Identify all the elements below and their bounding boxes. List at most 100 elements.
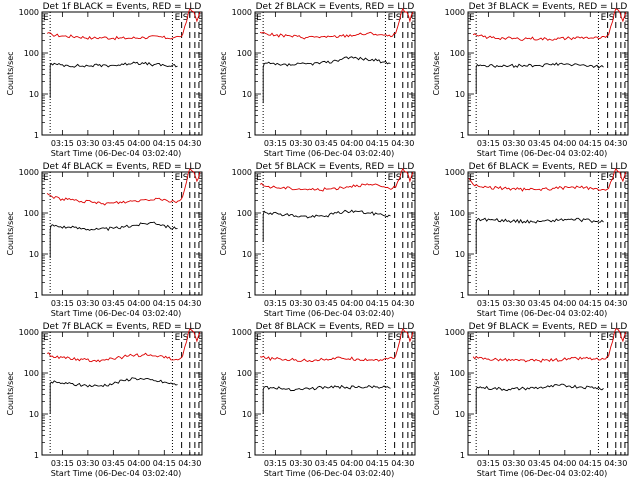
detector-panel-2: Det 2f BLACK = Events, RED = LLD 1 10 100 10… <box>219 2 416 158</box>
marker-e: E <box>175 173 181 183</box>
marker-s: S <box>183 173 189 183</box>
x-axis-label: Start Time (06-Dec-04 03:02:40) <box>477 149 608 158</box>
x-axis-label: Start Time (06-Dec-04 03:02:40) <box>264 469 395 478</box>
x-tick-label: 03:30 <box>289 459 312 468</box>
x-tick-label: 04:15 <box>579 459 602 468</box>
marker-s: S <box>609 173 615 183</box>
series-events-black <box>262 209 391 242</box>
marker-s: S <box>609 13 615 23</box>
y-axis-label: Counts/sec <box>6 371 15 415</box>
x-tick-label: 04:30 <box>178 459 201 468</box>
marker-e-left: E <box>43 13 49 23</box>
x-tick-label: 04:30 <box>604 299 627 308</box>
panel-title: Det 8f BLACK = Events, RED = LLD <box>256 322 415 332</box>
x-tick-label: 03:45 <box>315 459 338 468</box>
x-tick-label: 03:15 <box>51 139 74 148</box>
y-tick-label: 100 <box>450 49 465 58</box>
x-tick-label: 04:15 <box>153 139 176 148</box>
x-tick-label: 04:15 <box>153 299 176 308</box>
marker-s: S <box>183 333 189 343</box>
y-axis-label: Counts/sec <box>219 211 228 255</box>
y-tick-label: 100 <box>237 49 252 58</box>
y-tick-label: 100 <box>450 209 465 218</box>
x-tick-label: 03:45 <box>528 299 551 308</box>
marker-s: S <box>609 333 615 343</box>
series-events-black <box>49 61 178 98</box>
x-tick-label: 04:00 <box>553 139 576 148</box>
x-tick-label: 04:30 <box>604 459 627 468</box>
marker-e: E <box>175 333 181 343</box>
detector-panel-6: Det 6f BLACK = Events, RED = LLD 1 10 100 10… <box>432 162 629 318</box>
plot-frame <box>467 171 629 296</box>
series-events-black <box>262 56 391 104</box>
y-tick-label: 1 <box>247 291 252 300</box>
x-tick-label: 03:30 <box>76 139 99 148</box>
x-tick-label: 04:00 <box>340 139 363 148</box>
x-tick-label: 04:00 <box>553 299 576 308</box>
x-tick-label: 04:30 <box>178 299 201 308</box>
y-tick-label: 10 <box>29 90 39 99</box>
y-tick-label: 1000 <box>445 328 465 337</box>
x-tick-label: 03:30 <box>502 299 525 308</box>
x-tick-label: 04:15 <box>153 459 176 468</box>
y-axis-label: Counts/sec <box>219 51 228 95</box>
series-lld-red <box>46 328 201 363</box>
x-axis-label: Start Time (06-Dec-04 03:02:40) <box>264 309 395 318</box>
x-tick-label: 03:30 <box>289 139 312 148</box>
x-tick-label: 03:45 <box>315 139 338 148</box>
x-axis-label: Start Time (06-Dec-04 03:02:40) <box>477 309 608 318</box>
x-tick-label: 03:45 <box>528 139 551 148</box>
x-tick-label: 03:45 <box>315 299 338 308</box>
series-events-black <box>475 383 604 414</box>
x-tick-label: 03:30 <box>76 299 99 308</box>
panel-title: Det 6f BLACK = Events, RED = LLD <box>469 162 628 172</box>
y-tick-label: 1000 <box>19 168 39 177</box>
x-tick-label: 04:00 <box>127 459 150 468</box>
x-tick-label: 04:00 <box>127 299 150 308</box>
x-tick-label: 03:30 <box>502 459 525 468</box>
x-tick-label: 04:30 <box>391 459 414 468</box>
x-tick-label: 04:30 <box>391 299 414 308</box>
x-axis-label: Start Time (06-Dec-04 03:02:40) <box>51 309 182 318</box>
y-tick-label: 1000 <box>445 8 465 17</box>
y-tick-label: 1 <box>460 131 465 140</box>
x-tick-label: 03:45 <box>528 459 551 468</box>
x-tick-label: 03:15 <box>264 139 287 148</box>
x-tick-label: 03:15 <box>477 299 500 308</box>
x-axis-label: Start Time (06-Dec-04 03:02:40) <box>477 469 608 478</box>
panel-title: Det 9f BLACK = Events, RED = LLD <box>469 322 628 332</box>
marker-e: E <box>601 13 607 23</box>
detector-panel-1: Det 1f BLACK = Events, RED = LLD 1 10 100 10… <box>6 2 203 158</box>
marker-e: E <box>388 13 394 23</box>
plot-frame <box>467 11 629 136</box>
y-tick-label: 10 <box>242 90 252 99</box>
y-tick-label: 1 <box>460 451 465 460</box>
y-axis-label: Counts/sec <box>432 51 441 95</box>
panel-title: Det 1f BLACK = Events, RED = LLD <box>43 2 202 12</box>
x-tick-label: 04:00 <box>127 139 150 148</box>
plot-frame <box>467 331 629 456</box>
marker-e: E <box>388 333 394 343</box>
detector-panel-3: Det 3f BLACK = Events, RED = LLD 1 10 100 10… <box>432 2 629 158</box>
y-tick-label: 1000 <box>232 8 252 17</box>
y-tick-label: 1 <box>247 451 252 460</box>
x-tick-label: 04:30 <box>178 139 201 148</box>
y-tick-label: 100 <box>237 369 252 378</box>
plot-frame <box>254 331 416 456</box>
x-tick-label: 03:15 <box>477 459 500 468</box>
panel-title: Det 2f BLACK = Events, RED = LLD <box>256 2 415 12</box>
y-tick-label: 1000 <box>445 168 465 177</box>
y-tick-label: 1 <box>34 131 39 140</box>
marker-e-left: E <box>256 13 262 23</box>
x-axis-label: Start Time (06-Dec-04 03:02:40) <box>51 149 182 158</box>
plot-frame <box>41 331 203 456</box>
marker-e: E <box>388 173 394 183</box>
x-axis-label: Start Time (06-Dec-04 03:02:40) <box>264 149 395 158</box>
marker-e: E <box>601 173 607 183</box>
marker-s: S <box>396 13 402 23</box>
series-events-black <box>475 62 604 94</box>
panel-title: Det 3f BLACK = Events, RED = LLD <box>469 2 628 12</box>
x-tick-label: 04:30 <box>391 139 414 148</box>
marker-s: S <box>396 173 402 183</box>
